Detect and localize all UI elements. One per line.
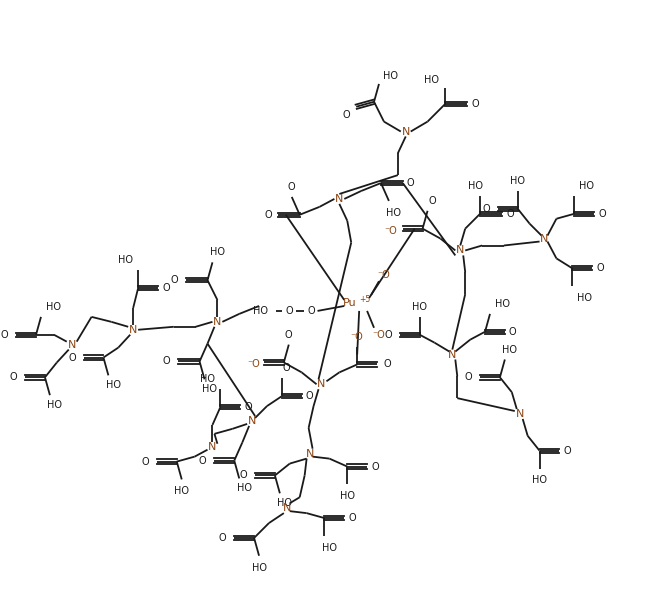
Text: O: O xyxy=(383,359,391,370)
Text: ⁻O: ⁻O xyxy=(373,330,386,340)
Text: O: O xyxy=(283,364,290,373)
Text: HO: HO xyxy=(237,483,251,493)
Text: ⁻O: ⁻O xyxy=(351,332,364,342)
Text: HO: HO xyxy=(46,302,61,312)
Text: N: N xyxy=(305,449,314,459)
Text: HO: HO xyxy=(532,476,547,485)
Text: O: O xyxy=(482,204,490,214)
Text: O: O xyxy=(288,182,295,192)
Text: O: O xyxy=(219,533,226,543)
Text: O: O xyxy=(384,330,392,340)
Text: O: O xyxy=(170,275,178,285)
Text: O: O xyxy=(598,209,606,219)
Text: N: N xyxy=(448,350,457,359)
Text: O: O xyxy=(429,196,436,206)
Text: N: N xyxy=(402,126,410,137)
Text: O: O xyxy=(244,402,252,412)
Text: N: N xyxy=(318,379,326,389)
Text: HO: HO xyxy=(577,293,592,303)
Text: N: N xyxy=(213,317,222,327)
Text: O: O xyxy=(306,391,314,401)
Text: N: N xyxy=(248,416,257,426)
Text: HO: HO xyxy=(106,381,121,390)
Text: O: O xyxy=(286,306,294,316)
Text: HO: HO xyxy=(202,384,217,394)
Text: HO: HO xyxy=(277,499,292,508)
Text: N: N xyxy=(540,234,549,244)
Text: N: N xyxy=(456,246,465,255)
Text: N: N xyxy=(516,409,524,419)
Text: HO: HO xyxy=(468,181,483,191)
Text: N: N xyxy=(67,339,76,350)
Text: O: O xyxy=(471,99,479,109)
Text: HO: HO xyxy=(495,299,510,309)
Text: O: O xyxy=(596,263,604,273)
Text: O: O xyxy=(240,471,247,480)
Text: ⁻O: ⁻O xyxy=(384,226,397,235)
Text: HO: HO xyxy=(579,181,594,191)
Text: O: O xyxy=(68,353,76,362)
Text: HO: HO xyxy=(251,563,266,573)
Text: O: O xyxy=(509,327,516,337)
Text: O: O xyxy=(162,356,170,367)
Text: ⁻O: ⁻O xyxy=(248,359,260,370)
Text: O: O xyxy=(1,330,8,340)
Text: O: O xyxy=(285,330,293,340)
Text: N: N xyxy=(208,442,216,452)
Text: O: O xyxy=(199,456,207,466)
Text: O: O xyxy=(342,110,350,120)
Text: HO: HO xyxy=(200,374,215,384)
Text: O: O xyxy=(371,462,379,471)
Text: HO: HO xyxy=(322,543,337,553)
Text: HO: HO xyxy=(386,208,401,218)
Text: O: O xyxy=(10,372,17,382)
Text: HO: HO xyxy=(412,302,427,312)
Text: HO: HO xyxy=(502,345,517,355)
Text: HO: HO xyxy=(210,247,225,258)
Text: HO: HO xyxy=(47,400,62,410)
Text: O: O xyxy=(162,283,170,293)
Text: ⁻O: ⁻O xyxy=(378,270,390,280)
Text: HO: HO xyxy=(253,306,268,316)
Text: O: O xyxy=(506,209,514,219)
Text: O: O xyxy=(465,372,472,382)
Text: O: O xyxy=(407,178,415,188)
Text: O: O xyxy=(564,446,571,456)
Text: HO: HO xyxy=(340,491,354,502)
Text: N: N xyxy=(335,194,343,204)
Text: HO: HO xyxy=(118,255,133,266)
Text: HO: HO xyxy=(384,71,399,81)
Text: O: O xyxy=(349,513,356,523)
Text: N: N xyxy=(283,503,291,513)
Text: +5: +5 xyxy=(360,295,371,304)
Text: N: N xyxy=(129,325,137,335)
Text: HO: HO xyxy=(174,486,189,496)
Text: Pu: Pu xyxy=(342,298,356,308)
Text: HO: HO xyxy=(510,176,526,186)
Text: O: O xyxy=(264,210,272,220)
Text: O: O xyxy=(141,457,149,466)
Text: HO: HO xyxy=(424,75,439,85)
Text: O: O xyxy=(308,306,316,316)
